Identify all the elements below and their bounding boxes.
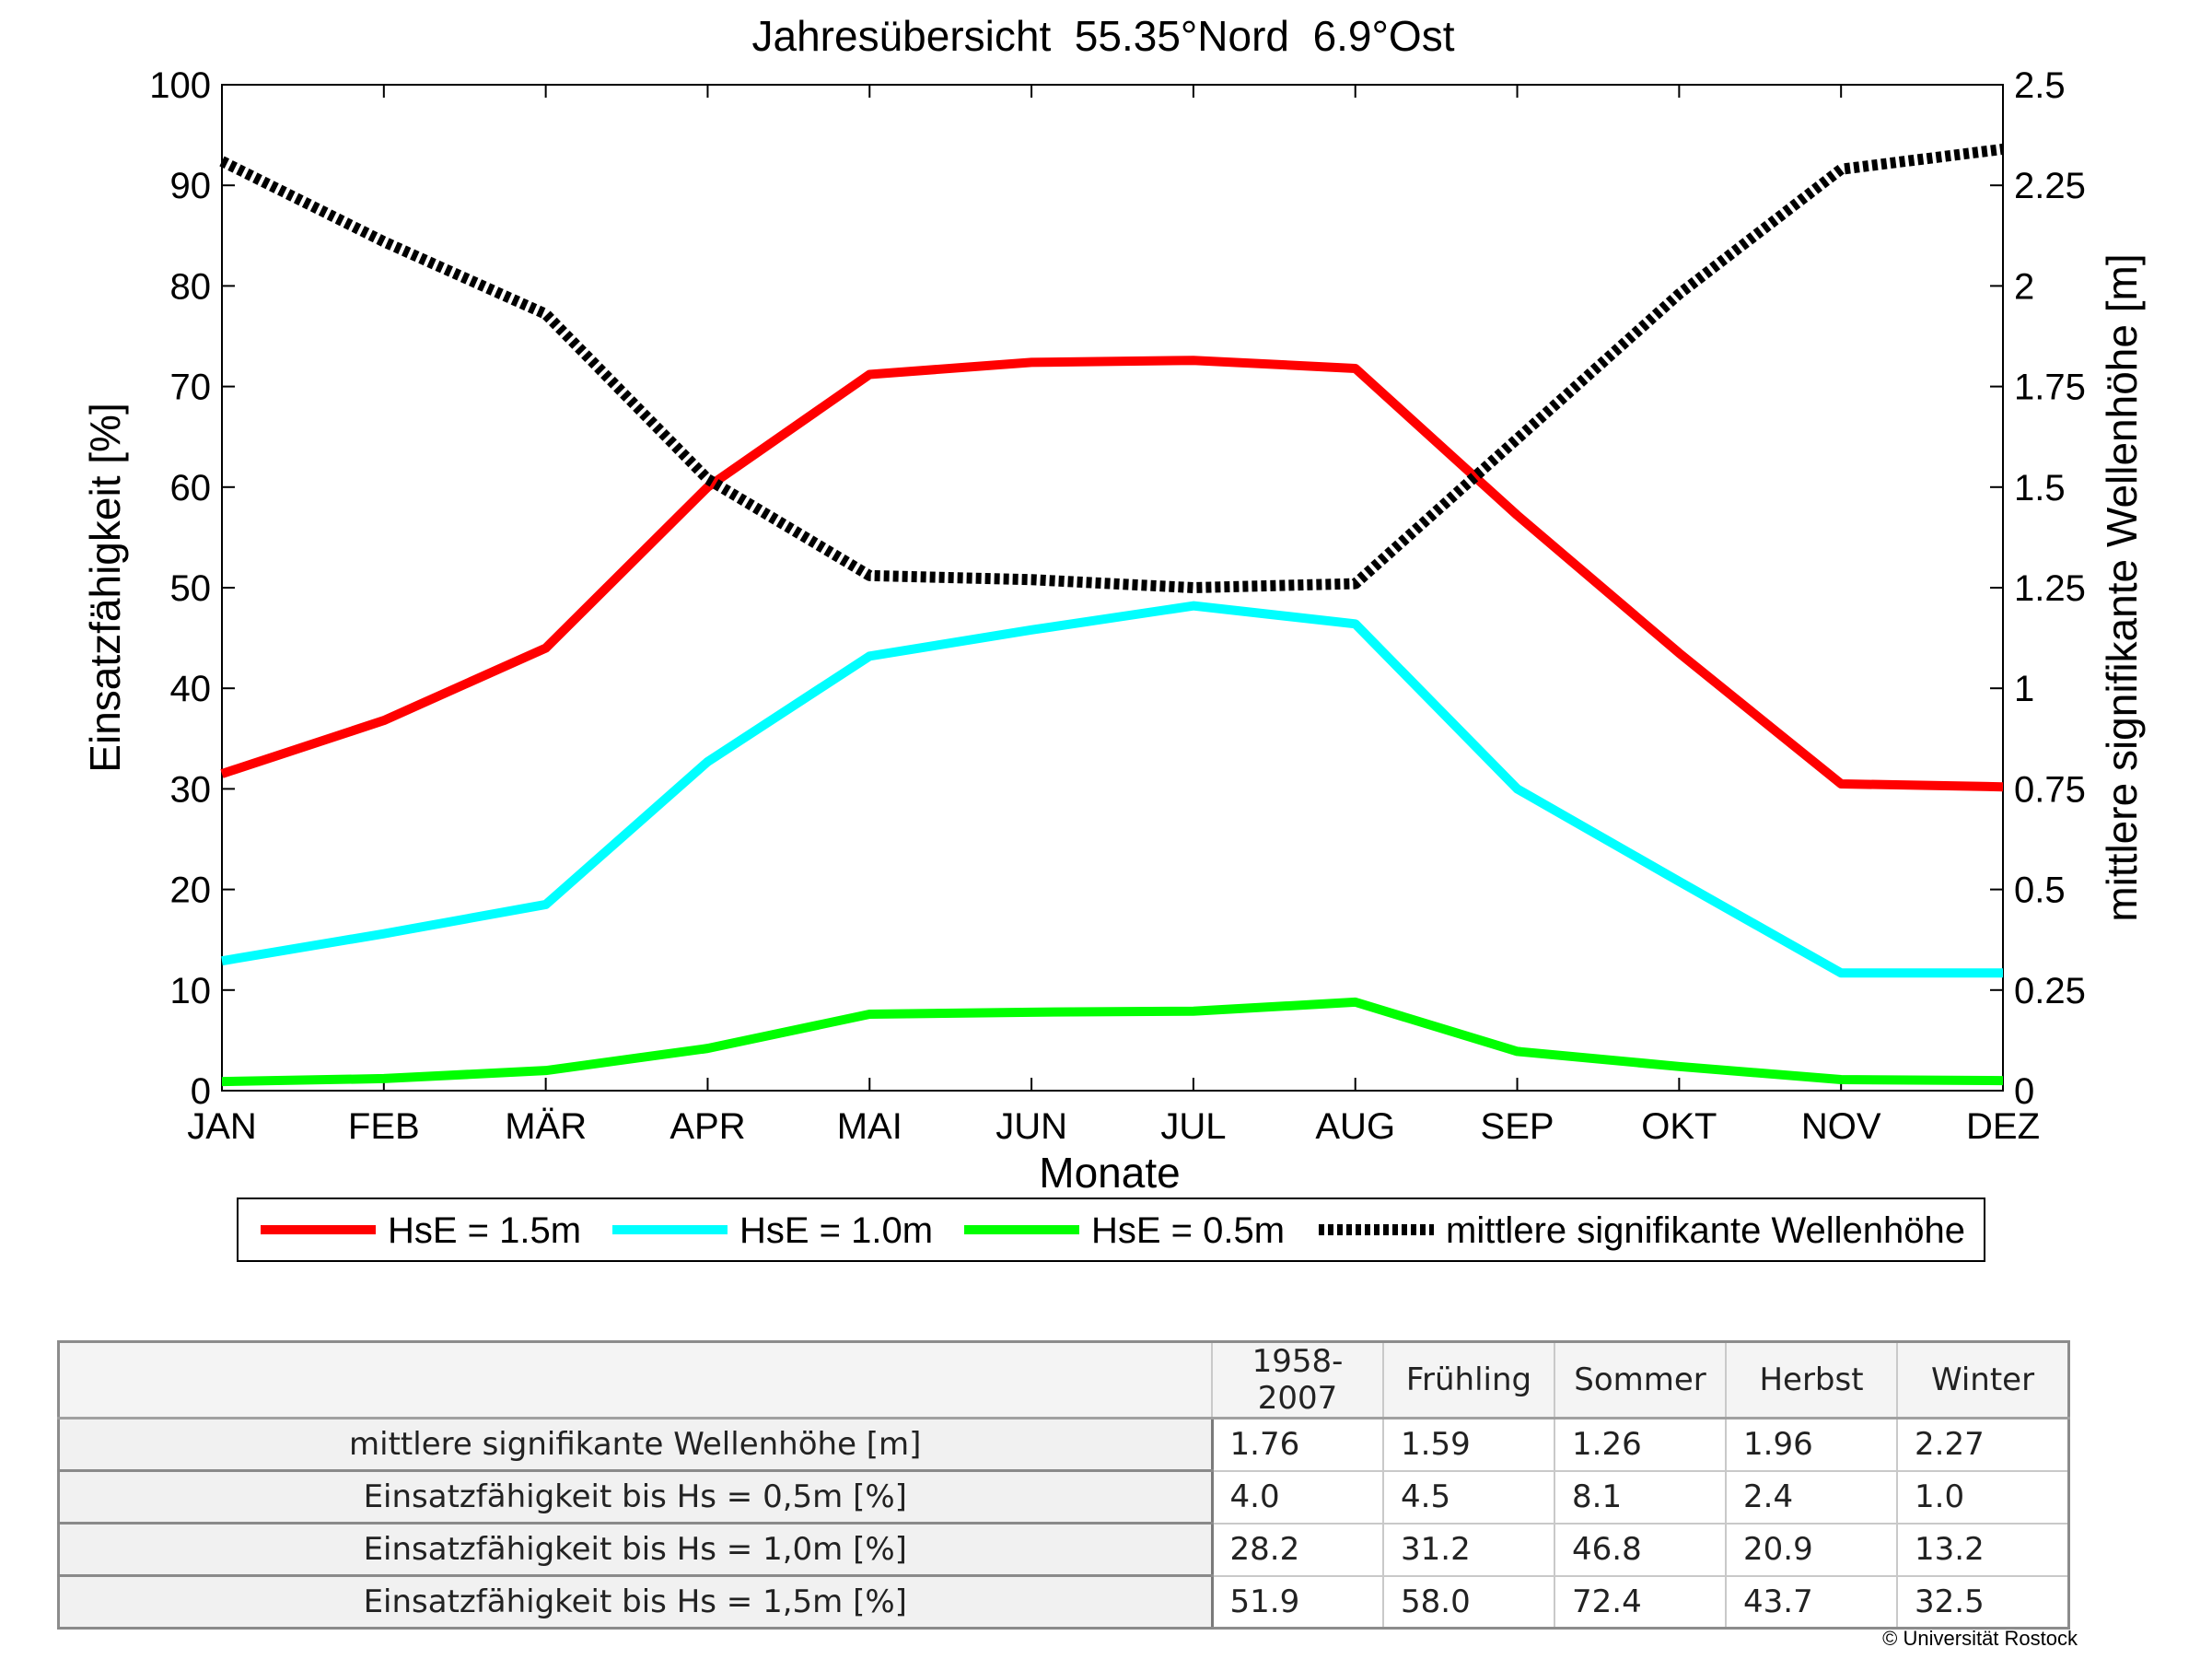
x-tick-label: SEP xyxy=(1481,1106,1554,1147)
right-y-tick-label: 2.25 xyxy=(2014,166,2086,206)
right-y-axis: 0 0.25 0.5 0.75 1 1.25 1.5 1.75 2 2.25 2.5 xyxy=(1990,65,2086,1112)
x-tick-label: FEB xyxy=(348,1106,420,1147)
x-tick-label: OKT xyxy=(1641,1106,1717,1147)
left-y-tick-label: 10 xyxy=(170,971,212,1011)
table-cell: 1.0 xyxy=(1896,1469,2070,1525)
column-header-period: 1958-2007 xyxy=(1211,1340,1384,1419)
row-label: Einsatzfähigkeit bis Hs = 0,5m [%] xyxy=(57,1469,1214,1525)
left-y-tick-label: 30 xyxy=(170,769,212,810)
summary-table: 1958-2007 Frühling Sommer Herbst Winter … xyxy=(57,1340,2070,1630)
table-cell: 1.26 xyxy=(1554,1417,1727,1472)
series-line-3 xyxy=(219,143,2004,593)
table-cell: 32.5 xyxy=(1896,1574,2070,1630)
left-y-tick-label: 0 xyxy=(191,1071,211,1112)
table-cell: 1.59 xyxy=(1382,1417,1555,1472)
row-label: Einsatzfähigkeit bis Hs = 1,0m [%] xyxy=(57,1522,1214,1577)
right-y-tick-label: 0.25 xyxy=(2014,971,2086,1011)
right-y-tick-label: 0 xyxy=(2014,1071,2034,1112)
legend-box xyxy=(237,1198,1985,1262)
x-tick-label: APR xyxy=(669,1106,745,1147)
legend-label-2: HsE = 0.5m xyxy=(1091,1210,1285,1251)
table-row: Einsatzfähigkeit bis Hs = 1,5m [%] 51.9 … xyxy=(57,1574,2070,1630)
right-y-tick-label: 1.25 xyxy=(2014,568,2086,609)
table-cell: 43.7 xyxy=(1725,1574,1898,1630)
plot-area xyxy=(221,84,2004,1092)
table-cell: 13.2 xyxy=(1896,1522,2070,1577)
table-cell: 58.0 xyxy=(1382,1574,1555,1630)
left-y-tick-label: 90 xyxy=(170,166,212,206)
row-label: Einsatzfähigkeit bis Hs = 1,5m [%] xyxy=(57,1574,1214,1630)
right-y-tick-label: 2 xyxy=(2014,266,2034,307)
table-header-row: 1958-2007 Frühling Sommer Herbst Winter xyxy=(57,1340,2070,1419)
left-y-tick-label: 60 xyxy=(170,468,212,508)
right-y-tick-label: 2.5 xyxy=(2014,65,2066,106)
left-y-tick-label: 20 xyxy=(170,870,212,911)
x-tick-label: JUN xyxy=(995,1106,1067,1147)
table-cell: 28.2 xyxy=(1211,1522,1384,1577)
table-row: Einsatzfähigkeit bis Hs = 1,0m [%] 28.2 … xyxy=(57,1522,2070,1577)
annual-overview-chart: Jahresübersicht 55.35°Nord 6.9°Ost JAN FE… xyxy=(81,12,2146,1262)
x-axis: JAN FEB MÄR APR MAI JUN JUL AUG SEP OKT NOV DEZ xyxy=(187,85,2040,1147)
series-line-2 xyxy=(221,997,2004,1087)
right-y-tick-label: 1 xyxy=(2014,669,2034,709)
table-cell: 2.4 xyxy=(1725,1469,1898,1525)
table-corner-cell xyxy=(57,1340,1213,1419)
table-cell: 1.76 xyxy=(1211,1417,1384,1472)
row-label: mittlere signifikante Wellenhöhe [m] xyxy=(57,1417,1214,1472)
copyright-notice: © Universität Rostock xyxy=(1882,1627,2078,1650)
right-y-axis-title: mittlere signifikante Wellenhöhe [m] xyxy=(2098,253,2146,921)
left-y-tick-label: 100 xyxy=(149,65,211,106)
left-y-tick-label: 80 xyxy=(170,266,212,307)
left-y-axis-title: Einsatzfähigkeit [%] xyxy=(81,403,129,772)
left-y-tick-label: 50 xyxy=(170,568,212,609)
right-y-tick-label: 1.75 xyxy=(2014,368,2086,408)
x-tick-label: JAN xyxy=(187,1106,257,1147)
right-y-tick-label: 0.5 xyxy=(2014,870,2066,911)
legend-label-3: mittlere signifikante Wellenhöhe xyxy=(1446,1210,1965,1251)
left-y-tick-label: 40 xyxy=(170,669,212,709)
table-cell: 31.2 xyxy=(1382,1522,1555,1577)
column-header-winter: Winter xyxy=(1896,1340,2070,1419)
x-tick-label: NOV xyxy=(1801,1106,1881,1147)
table-cell: 46.8 xyxy=(1554,1522,1727,1577)
table-cell: 4.5 xyxy=(1382,1469,1555,1525)
table-cell: 72.4 xyxy=(1554,1574,1727,1630)
left-y-tick-label: 70 xyxy=(170,368,212,408)
x-tick-label: MÄR xyxy=(505,1106,587,1147)
series-line-0 xyxy=(220,356,2004,792)
right-y-tick-label: 0.75 xyxy=(2014,769,2086,810)
table-row: Einsatzfähigkeit bis Hs = 0,5m [%] 4.0 4… xyxy=(57,1469,2070,1525)
table-cell: 2.27 xyxy=(1896,1417,2070,1472)
series-line-1 xyxy=(221,601,2003,978)
table-cell: 51.9 xyxy=(1211,1574,1384,1630)
table-cell: 1.96 xyxy=(1725,1417,1898,1472)
x-tick-label: DEZ xyxy=(1966,1106,2040,1147)
left-y-axis: 0 10 20 30 40 50 60 70 80 90 100 xyxy=(149,65,235,1112)
legend-label-1: HsE = 1.0m xyxy=(739,1210,933,1251)
column-header-summer: Sommer xyxy=(1554,1340,1727,1419)
x-tick-label: JUL xyxy=(1160,1106,1226,1147)
legend: HsE = 1.5m HsE = 1.0m HsE = 0.5m mittlere s… xyxy=(237,1198,1985,1262)
x-axis-title: Monate xyxy=(1039,1149,1180,1197)
table-cell: 4.0 xyxy=(1211,1469,1384,1525)
chart-title: Jahresübersicht 55.35°Nord 6.9°Ost xyxy=(752,12,1455,60)
table-row: mittlere signifikante Wellenhöhe [m] 1.7… xyxy=(57,1417,2070,1472)
table-cell: 20.9 xyxy=(1725,1522,1898,1577)
x-tick-label: AUG xyxy=(1315,1106,1395,1147)
legend-label-0: HsE = 1.5m xyxy=(388,1210,581,1251)
column-header-autumn: Herbst xyxy=(1725,1340,1898,1419)
column-header-spring: Frühling xyxy=(1382,1340,1555,1419)
table-cell: 8.1 xyxy=(1554,1469,1727,1525)
series-layer xyxy=(219,143,2004,1087)
right-y-tick-label: 1.5 xyxy=(2014,468,2066,508)
x-tick-label: MAI xyxy=(837,1106,902,1147)
